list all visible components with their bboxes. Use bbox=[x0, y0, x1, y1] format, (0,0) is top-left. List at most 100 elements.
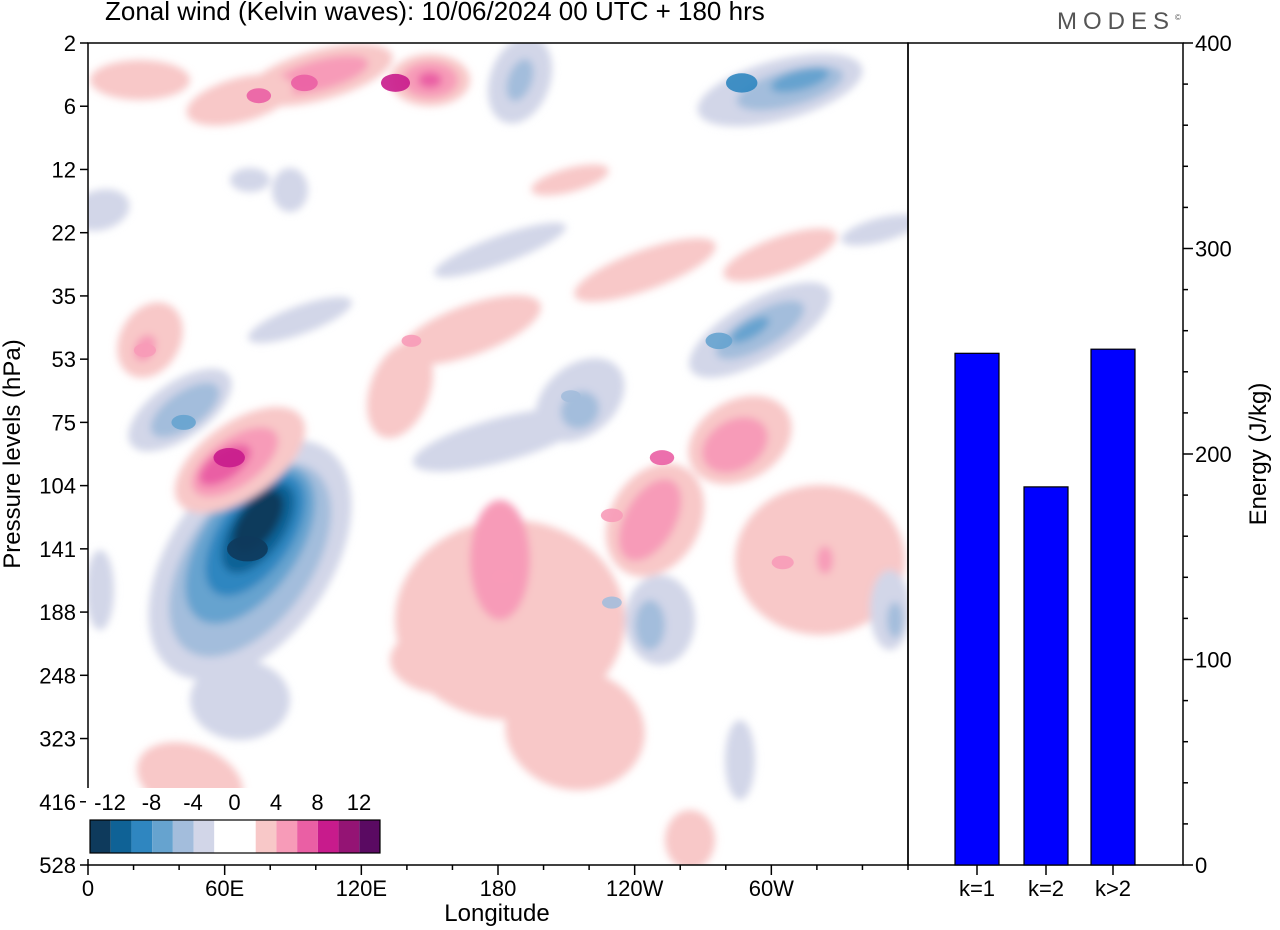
energy-axis: 0 100 200 300 400 bbox=[1183, 31, 1232, 878]
wind-blob bbox=[665, 810, 715, 865]
pressure-tick-label: 2 bbox=[64, 31, 76, 56]
pressure-tick-label: 75 bbox=[52, 410, 76, 435]
wind-blob bbox=[470, 500, 530, 620]
wind-blob bbox=[90, 60, 190, 100]
colorbar-label: -4 bbox=[183, 790, 203, 815]
wind-blob bbox=[723, 228, 837, 282]
wind-blob bbox=[817, 546, 833, 574]
colorbar-swatch bbox=[90, 820, 111, 853]
wind-anomaly-center bbox=[290, 74, 318, 92]
wind-blob bbox=[770, 67, 830, 93]
wind-blob bbox=[272, 168, 308, 212]
wind-blob bbox=[506, 58, 534, 102]
colorbar bbox=[86, 788, 384, 859]
energy-bar bbox=[1090, 348, 1136, 866]
energy-tick-label: 0 bbox=[1195, 853, 1207, 878]
wind-anomaly-center bbox=[227, 536, 268, 562]
wind-anomaly-center bbox=[561, 390, 581, 403]
logo-text: MODES bbox=[1057, 8, 1176, 35]
energy-tick-label: 400 bbox=[1195, 31, 1232, 56]
pressure-tick-label: 22 bbox=[52, 221, 76, 246]
wind-blob bbox=[505, 669, 645, 791]
wind-blob bbox=[230, 168, 270, 192]
wind-blob bbox=[399, 295, 541, 365]
chart-title: Zonal wind (Kelvin waves): 10/06/2024 00… bbox=[105, 0, 765, 26]
wind-blob bbox=[186, 74, 294, 126]
wind-blob bbox=[88, 189, 130, 231]
wind-anomaly-center bbox=[649, 450, 675, 466]
longitude-tick-label: 180 bbox=[480, 876, 517, 901]
wind-anomaly-center bbox=[771, 555, 794, 570]
colorbar-swatch bbox=[359, 820, 380, 853]
pressure-tick-label: 6 bbox=[64, 94, 76, 119]
longitude-tick-label: 0 bbox=[82, 876, 94, 901]
colorbar-swatch bbox=[235, 820, 256, 853]
wind-blob bbox=[150, 382, 220, 438]
colorbar-label: 12 bbox=[347, 790, 371, 815]
colorbar-label: 0 bbox=[228, 790, 240, 815]
wind-blob bbox=[725, 720, 755, 800]
anomaly-centers bbox=[133, 73, 794, 609]
wind-blob bbox=[618, 479, 682, 561]
wind-blob bbox=[434, 222, 566, 278]
colorbar-label: 4 bbox=[270, 790, 282, 815]
wind-blob bbox=[190, 660, 290, 740]
colorbar-label: 8 bbox=[311, 790, 323, 815]
y-axis-label: Pressure levels (hPa) bbox=[0, 339, 26, 568]
pressure-tick-label: 35 bbox=[52, 284, 76, 309]
colorbar-swatch bbox=[131, 820, 153, 853]
colorbar-swatch bbox=[193, 820, 215, 853]
x-axis-label: Longitude bbox=[444, 900, 549, 927]
modes-logo: MODES© bbox=[1057, 8, 1181, 36]
energy-tick-label: 300 bbox=[1195, 237, 1232, 262]
wind-anomaly-center bbox=[705, 332, 733, 350]
wind-anomaly-center bbox=[380, 73, 411, 92]
wind-blob bbox=[635, 600, 665, 650]
wind-blob bbox=[531, 164, 609, 196]
wind-blob bbox=[367, 341, 433, 439]
pressure-tick-label: 12 bbox=[52, 157, 76, 182]
bar-category-label: k>2 bbox=[1095, 876, 1131, 901]
colorbar-swatch bbox=[297, 820, 318, 853]
colorbar-swatch bbox=[172, 820, 194, 853]
longitude-tick-label: 60W bbox=[749, 876, 794, 901]
bar-category-label: k=2 bbox=[1028, 876, 1064, 901]
colorbar-label: -8 bbox=[142, 790, 162, 815]
wind-blob bbox=[730, 317, 770, 343]
pressure-tick-label: 528 bbox=[39, 853, 76, 878]
wind-field bbox=[88, 43, 908, 865]
bar-category-label: k=1 bbox=[959, 876, 995, 901]
wind-blob bbox=[841, 214, 908, 246]
wind-anomaly-center bbox=[600, 508, 623, 523]
pressure-tick-label: 248 bbox=[39, 663, 76, 688]
wind-blob bbox=[887, 602, 903, 638]
wind-blob bbox=[418, 72, 442, 88]
wind-blob bbox=[88, 550, 114, 630]
logo-mark: © bbox=[1175, 13, 1181, 22]
longitude-tick-label: 60E bbox=[205, 876, 244, 901]
wind-anomaly-center bbox=[133, 343, 156, 358]
wind-anomaly-center bbox=[171, 414, 196, 430]
wind-anomaly-center bbox=[725, 73, 758, 93]
wind-blob bbox=[390, 625, 510, 695]
pressure-tick-label: 104 bbox=[39, 474, 76, 499]
pressure-tick-label: 53 bbox=[52, 347, 76, 372]
pressure-tick-label: 416 bbox=[39, 790, 76, 815]
colorbar-swatch bbox=[110, 820, 132, 853]
pressure-tick-label: 323 bbox=[39, 727, 76, 752]
energy-tick-label: 100 bbox=[1195, 648, 1232, 673]
colorbar-swatch bbox=[276, 820, 298, 853]
energy-axis-label: Energy (J/kg) bbox=[1245, 383, 1272, 526]
wind-blob bbox=[574, 238, 716, 302]
longitude-axis: 0 60E 120E 180 120W 60W bbox=[82, 865, 909, 901]
energy-bar bbox=[1023, 486, 1069, 866]
colorbar-frame bbox=[89, 819, 381, 854]
colorbar-label: -12 bbox=[94, 790, 126, 815]
wind-anomaly-center bbox=[213, 447, 245, 468]
colorbar-swatch bbox=[214, 820, 235, 853]
colorbar-swatch bbox=[152, 820, 173, 853]
wind-anomaly-center bbox=[401, 334, 422, 347]
wind-anomaly-center bbox=[602, 596, 622, 609]
wind-anomaly-center bbox=[246, 88, 272, 104]
